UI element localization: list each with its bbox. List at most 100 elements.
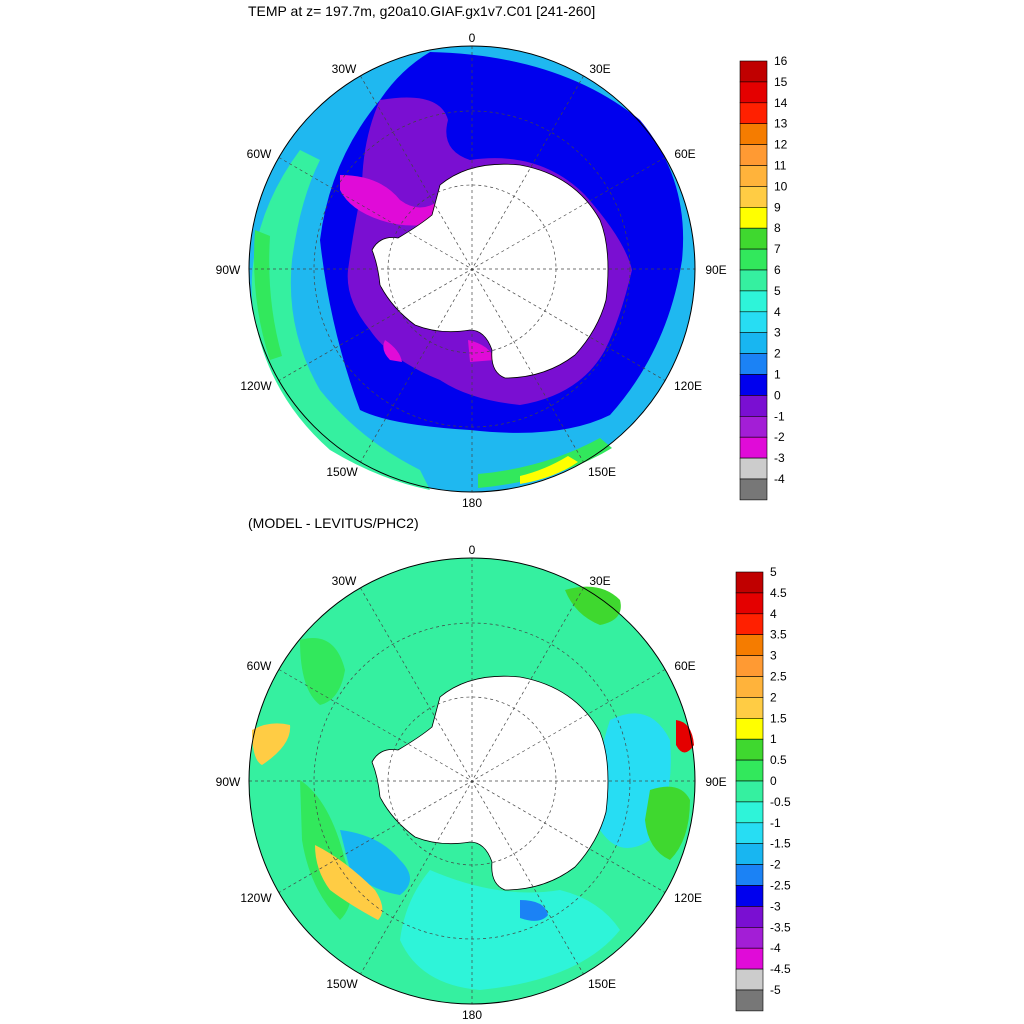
bottom-antarctica-land [371, 675, 609, 891]
bottom-colorbar-tick-label: -1 [770, 816, 781, 830]
top-colorbar-swatch [739, 457, 768, 480]
top-map-border [248, 45, 696, 493]
bottom-green-patch-east [645, 786, 690, 860]
top-colorbar-swatch [739, 207, 768, 229]
top-lon-label-0: 0 [469, 31, 476, 45]
top-lon-label-180: 180 [462, 496, 482, 510]
bottom-colorbar-tick-label: -4.5 [770, 962, 791, 976]
bottom-colorbar-swatch [735, 780, 764, 803]
bottom-yellow-patch [315, 845, 383, 920]
bottom-blue-patch-2 [520, 900, 548, 921]
bottom-map-border [248, 557, 696, 1005]
bottom-cyan-region-south [400, 870, 620, 990]
top-lon-label-60w: 60W [247, 147, 272, 161]
top-colorbar-swatch [739, 395, 768, 417]
bottom-colorbar-swatch [735, 571, 764, 594]
bottom-lon-label-90w: 90W [216, 775, 241, 789]
top-lon-label-30e: 30E [589, 62, 610, 76]
top-colorbar-swatch [739, 248, 768, 271]
bottom-colorbar-swatch [735, 968, 764, 991]
bottom-red-patch-east [676, 720, 694, 753]
top-colorbar-swatch [739, 144, 768, 166]
top-colorbar-swatch [739, 81, 768, 104]
top-colorbar-tick-label: 3 [774, 326, 781, 340]
bottom-lon-label-90e: 90E [705, 775, 726, 789]
bottom-colorbar-swatch [735, 864, 764, 886]
bottom-colorbar-tick-label: 2 [770, 690, 777, 704]
bottom-map-title: (MODEL - LEVITUS/PHC2) [248, 515, 419, 531]
bottom-colorbar-swatch [735, 676, 764, 698]
bottom-colorbar-swatch [735, 947, 764, 970]
top-colorbar-tick-label: 13 [774, 117, 788, 131]
top-colorbar-swatch [739, 269, 768, 292]
top-magenta-ross [468, 340, 495, 362]
bottom-colorbar: 5 4.5 4 3.5 3 2.5 2 1.5 1 0.5 0 -0.5 -1 -1.5 -2 -2.5 -3 -… [735, 565, 791, 1012]
top-warm-band-west [254, 230, 282, 360]
top-lon-label-60e: 60E [674, 147, 695, 161]
bottom-colorbar-swatch [735, 592, 764, 615]
top-warm-band-south [478, 438, 612, 488]
top-colorbar-tick-label: 0 [774, 388, 781, 402]
top-yellow-patch [520, 456, 578, 484]
bottom-graticule [249, 558, 695, 1004]
bottom-colorbar-tick-label: 2.5 [770, 670, 787, 684]
bottom-lon-label-150e: 150E [588, 977, 616, 991]
bottom-colorbar-swatch [735, 822, 764, 844]
top-colorbar-tick-label: 2 [774, 347, 781, 361]
bottom-colorbar-tick-label: -0.5 [770, 795, 791, 809]
top-colorbar-tick-label: -2 [774, 430, 785, 444]
top-graticule [249, 46, 695, 492]
bottom-lon-label-0: 0 [469, 543, 476, 557]
bottom-colorbar-tick-label: -3 [770, 899, 781, 913]
bottom-colorbar-tick-label: -5 [770, 983, 781, 997]
top-colorbar-tick-label: 5 [774, 284, 781, 298]
top-colorbar-tick-label: 15 [774, 75, 788, 89]
bottom-colorbar-tick-label: -4 [770, 941, 781, 955]
bottom-lon-label-180: 180 [462, 1008, 482, 1022]
top-colorbar-tick-label: 16 [774, 54, 788, 68]
bottom-lon-label-120w: 120W [240, 891, 272, 905]
top-colorbar-swatch [739, 165, 768, 187]
top-lon-label-90e: 90E [705, 263, 726, 277]
top-colorbar-tick-label: -4 [774, 472, 785, 486]
bottom-colorbar-swatch [735, 926, 764, 949]
bottom-green-patch-northeast [565, 586, 621, 625]
bottom-lon-label-30w: 30W [332, 574, 357, 588]
bottom-colorbar-tick-label: 5 [770, 565, 777, 579]
bottom-colorbar-swatch [735, 634, 764, 656]
top-colorbar-swatch [739, 374, 768, 396]
top-colorbar-tick-label: 7 [774, 242, 781, 256]
top-polar-map: 0 30E 60E 90E 120E 150E 180 150W 120W 90… [216, 31, 727, 510]
bottom-colorbar-swatch [735, 843, 764, 865]
top-lon-label-30w: 30W [332, 62, 357, 76]
top-colorbar-swatch [739, 227, 768, 250]
bottom-colorbar-tick-label: -2.5 [770, 879, 791, 893]
bottom-colorbar-tick-label: 0.5 [770, 753, 787, 767]
bottom-colorbar-swatch [735, 738, 764, 761]
bottom-colorbar-tick-label: 1.5 [770, 711, 787, 725]
top-colorbar-swatch [739, 290, 768, 313]
top-colorbar-swatch [739, 186, 768, 208]
bottom-lon-label-60w: 60W [247, 659, 272, 673]
top-colorbar-swatch [739, 415, 768, 438]
top-map-title: TEMP at z= 197.7m, g20a10.GIAF.gx1v7.C01… [248, 3, 596, 19]
top-colorbar-swatch [739, 311, 768, 333]
top-magenta-amundsen [383, 340, 402, 362]
bottom-colorbar-swatch [735, 759, 764, 782]
top-colorbar-tick-label: 9 [774, 200, 781, 214]
top-colorbar-swatch [739, 436, 768, 459]
top-antarctica-land [371, 163, 609, 379]
bottom-colorbar-tick-label: -1.5 [770, 837, 791, 851]
bottom-yellow-patch-west [252, 723, 291, 765]
bottom-colorbar-tick-label: -3.5 [770, 920, 791, 934]
bottom-colorbar-tick-label: 1 [770, 732, 777, 746]
bottom-colorbar-tick-label: 4 [770, 607, 777, 621]
top-lon-label-150w: 150W [326, 465, 358, 479]
top-lon-label-120e: 120E [674, 379, 702, 393]
top-colorbar-swatch [739, 60, 768, 83]
bottom-colorbar-swatch [735, 613, 764, 635]
bottom-lon-label-30e: 30E [589, 574, 610, 588]
top-colorbar-swatch [739, 102, 768, 125]
